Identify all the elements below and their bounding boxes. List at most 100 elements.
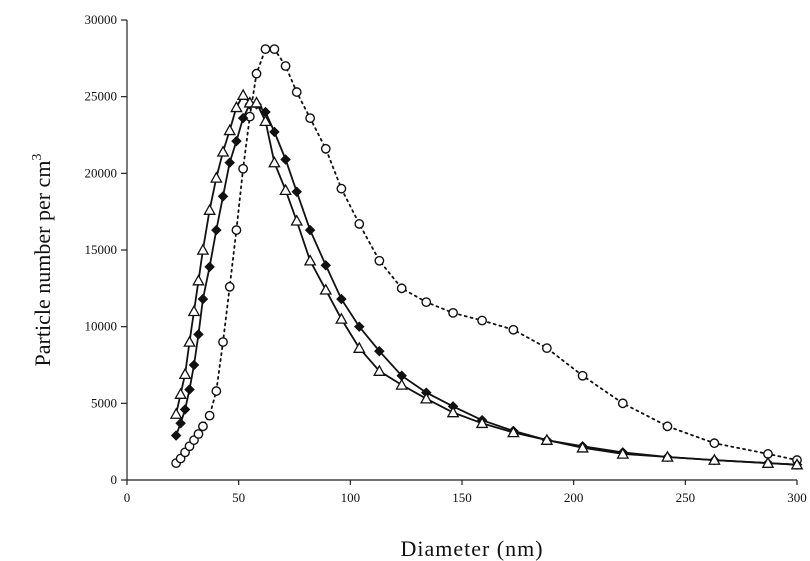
data-point-diamond — [170, 430, 182, 441]
data-point-diamond — [336, 293, 347, 305]
data-point-circle — [448, 307, 458, 318]
data-point-triangle — [174, 387, 187, 399]
data-point-triangle — [268, 156, 281, 168]
data-point-circle — [193, 429, 204, 439]
data-point-diamond — [353, 321, 365, 333]
data-point-triangle — [446, 405, 460, 418]
data-point-triangle — [187, 304, 201, 317]
data-point-diamond — [320, 259, 332, 271]
data-point-diamond — [280, 154, 291, 165]
data-point-triangle — [196, 243, 210, 255]
y-tick-label: 25000 — [85, 89, 118, 104]
axes: 0 5000 10000 15000 20000 25000 30000 0 50 100 150 2… — [85, 12, 807, 505]
y-axis-title-text: Particle number per cm — [30, 161, 55, 367]
data-point-triangle — [223, 123, 237, 136]
data-point-diamond — [204, 261, 215, 273]
data-point-diamond — [179, 404, 191, 415]
series-line-open-triangle — [175, 93, 798, 466]
data-point-circle — [421, 297, 432, 308]
data-point-circle — [320, 143, 331, 154]
data-point-circle — [662, 421, 673, 432]
data-point-triangle — [203, 203, 216, 215]
data-point-triangle — [319, 283, 333, 295]
data-point-diamond — [224, 157, 236, 168]
data-point-circle — [374, 255, 385, 266]
data-point-circle — [260, 44, 271, 55]
y-tick-label: 5000 — [91, 395, 117, 410]
data-point-triangle — [790, 458, 804, 470]
y-tick-label: 30000 — [85, 12, 118, 27]
x-tick-label: 0 — [124, 490, 131, 505]
data-point-diamond — [304, 224, 316, 236]
y-tick-label: 10000 — [85, 319, 118, 334]
data-point-triangle — [178, 367, 192, 380]
data-point-triangle — [192, 274, 205, 286]
data-point-circle — [336, 183, 347, 194]
data-point-diamond — [291, 186, 303, 198]
data-point-triangle — [373, 364, 386, 376]
y-axis-title: Particle number per cm3 — [30, 154, 55, 367]
data-point-circle — [198, 421, 208, 432]
data-point-triangle — [335, 312, 348, 324]
data-point-triangle — [303, 254, 317, 266]
series-layer — [169, 44, 804, 471]
data-point-diamond — [210, 224, 222, 236]
data-point-circle — [354, 219, 365, 229]
data-point-triangle — [507, 425, 520, 438]
data-point-triangle — [279, 183, 292, 196]
data-point-circle — [251, 68, 262, 79]
y-tick-label: 15000 — [85, 242, 118, 257]
y-tick-label: 20000 — [85, 165, 118, 180]
data-point-triangle — [230, 100, 243, 113]
data-point-circle — [204, 410, 215, 421]
data-point-circle — [218, 337, 228, 347]
data-point-triangle — [169, 407, 183, 419]
data-point-triangle — [661, 450, 674, 462]
data-point-diamond — [217, 190, 229, 202]
data-point-diamond — [175, 417, 186, 429]
data-point-triangle — [576, 441, 589, 453]
data-point-diamond — [374, 345, 385, 357]
data-point-circle — [396, 283, 407, 294]
data-point-triangle — [259, 114, 272, 127]
data-point-circle — [508, 324, 519, 335]
data-point-circle — [231, 225, 242, 235]
data-point-circle — [238, 163, 249, 174]
x-axis-title: Diameter (nm) — [400, 536, 543, 561]
data-point-triangle — [419, 392, 433, 404]
data-point-circle — [291, 87, 302, 97]
x-tick-label: 100 — [341, 490, 361, 505]
y-tick-label: 0 — [111, 472, 118, 487]
data-point-diamond — [193, 328, 204, 340]
data-point-triangle — [352, 341, 366, 353]
data-point-circle — [577, 370, 588, 381]
data-point-circle — [211, 386, 222, 396]
data-point-circle — [269, 44, 280, 55]
series-filled-diamond — [170, 98, 803, 471]
data-point-circle — [305, 113, 316, 124]
data-point-triangle — [761, 456, 775, 468]
data-point-triangle — [708, 453, 721, 465]
data-point-diamond — [197, 293, 209, 305]
data-point-diamond — [184, 384, 195, 395]
series-open-triangle — [169, 88, 804, 470]
x-tick-label: 300 — [787, 490, 807, 505]
data-point-triangle — [290, 214, 304, 226]
series-line-filled-diamond — [175, 103, 798, 466]
data-point-triangle — [616, 447, 630, 459]
data-point-diamond — [231, 135, 242, 147]
data-point-triangle — [540, 433, 554, 445]
data-point-circle — [541, 343, 552, 354]
data-point-triangle — [216, 145, 230, 157]
x-tick-label: 200 — [564, 490, 584, 505]
x-tick-label: 250 — [676, 490, 696, 505]
data-point-diamond — [237, 112, 249, 124]
data-point-triangle — [236, 88, 250, 100]
data-point-circle — [477, 315, 487, 326]
data-point-diamond — [269, 126, 280, 138]
data-point-circle — [224, 281, 235, 292]
data-point-triangle — [475, 416, 489, 429]
data-point-triangle — [210, 171, 223, 183]
x-tick-label: 50 — [232, 490, 245, 505]
